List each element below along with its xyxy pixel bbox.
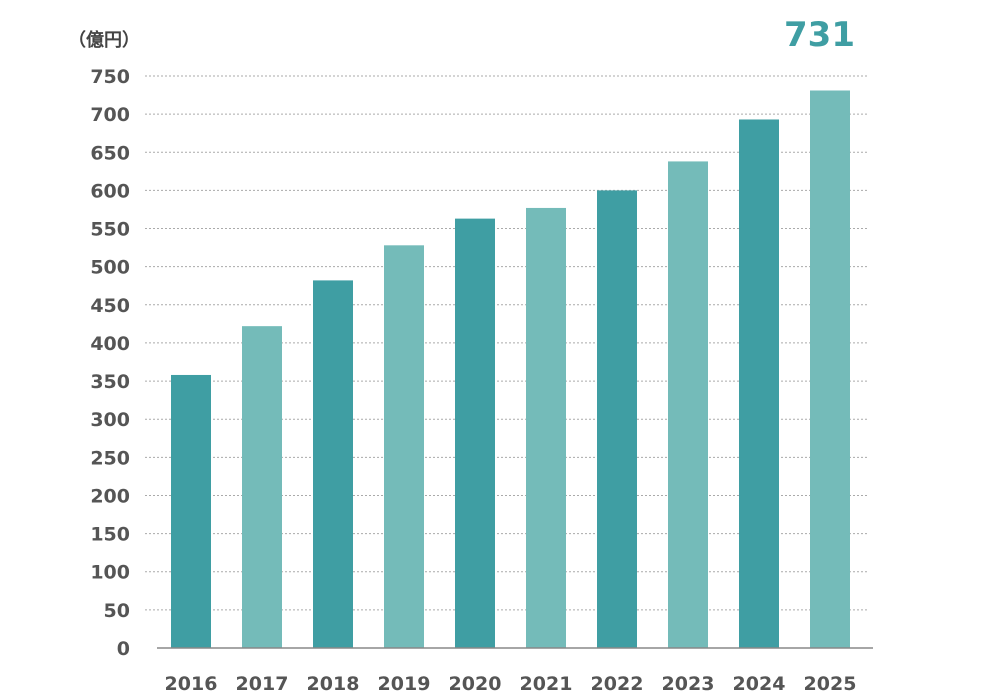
x-tick-label: 2021	[520, 673, 573, 695]
y-tick-label: 350	[90, 371, 130, 393]
y-axis-ticks: 0 50 100 150 200 250 300 350 400 450 500 550 600 650 7…	[90, 66, 130, 660]
x-tick-label: 2016	[165, 673, 218, 695]
y-tick-label: 250	[90, 447, 130, 469]
y-tick-label: 650	[90, 142, 130, 164]
y-tick-label: 500	[90, 257, 130, 279]
y-tick-label: 150	[90, 524, 130, 546]
bar-2019	[384, 245, 424, 648]
bar-2020	[455, 218, 495, 649]
y-tick-label: 100	[90, 562, 130, 584]
y-tick-label: 50	[104, 600, 130, 622]
highlight-value-label: 731	[784, 15, 855, 55]
bar-2022	[597, 190, 637, 648]
bar-2023	[668, 161, 708, 648]
x-tick-label: 2019	[378, 673, 431, 695]
bar-2021	[526, 207, 566, 648]
y-tick-label: 700	[90, 104, 130, 126]
x-tick-label: 2020	[449, 673, 502, 695]
bar-2018	[313, 280, 353, 648]
x-axis-ticks: 2016 2017 2018 2019 2020 2021 2022 2023 2024 2025	[165, 673, 857, 695]
y-tick-label: 550	[90, 219, 130, 241]
y-tick-label: 200	[90, 485, 130, 507]
unit-label: （億円）	[68, 29, 140, 51]
bar-2025	[810, 90, 850, 649]
bar-2016	[171, 374, 211, 648]
y-tick-label: 750	[90, 66, 130, 88]
x-tick-label: 2022	[591, 673, 644, 695]
y-tick-label: 400	[90, 333, 130, 355]
x-tick-label: 2025	[804, 673, 857, 695]
y-tick-label: 450	[90, 295, 130, 317]
bar-2017	[242, 326, 282, 648]
y-tick-label: 0	[117, 638, 130, 660]
bar-2024	[739, 119, 779, 649]
y-tick-label: 300	[90, 409, 130, 431]
y-tick-label: 600	[90, 180, 130, 202]
x-tick-label: 2023	[662, 673, 715, 695]
bars	[171, 90, 850, 649]
x-tick-label: 2018	[307, 673, 360, 695]
x-tick-label: 2024	[733, 673, 786, 695]
x-tick-label: 2017	[236, 673, 289, 695]
